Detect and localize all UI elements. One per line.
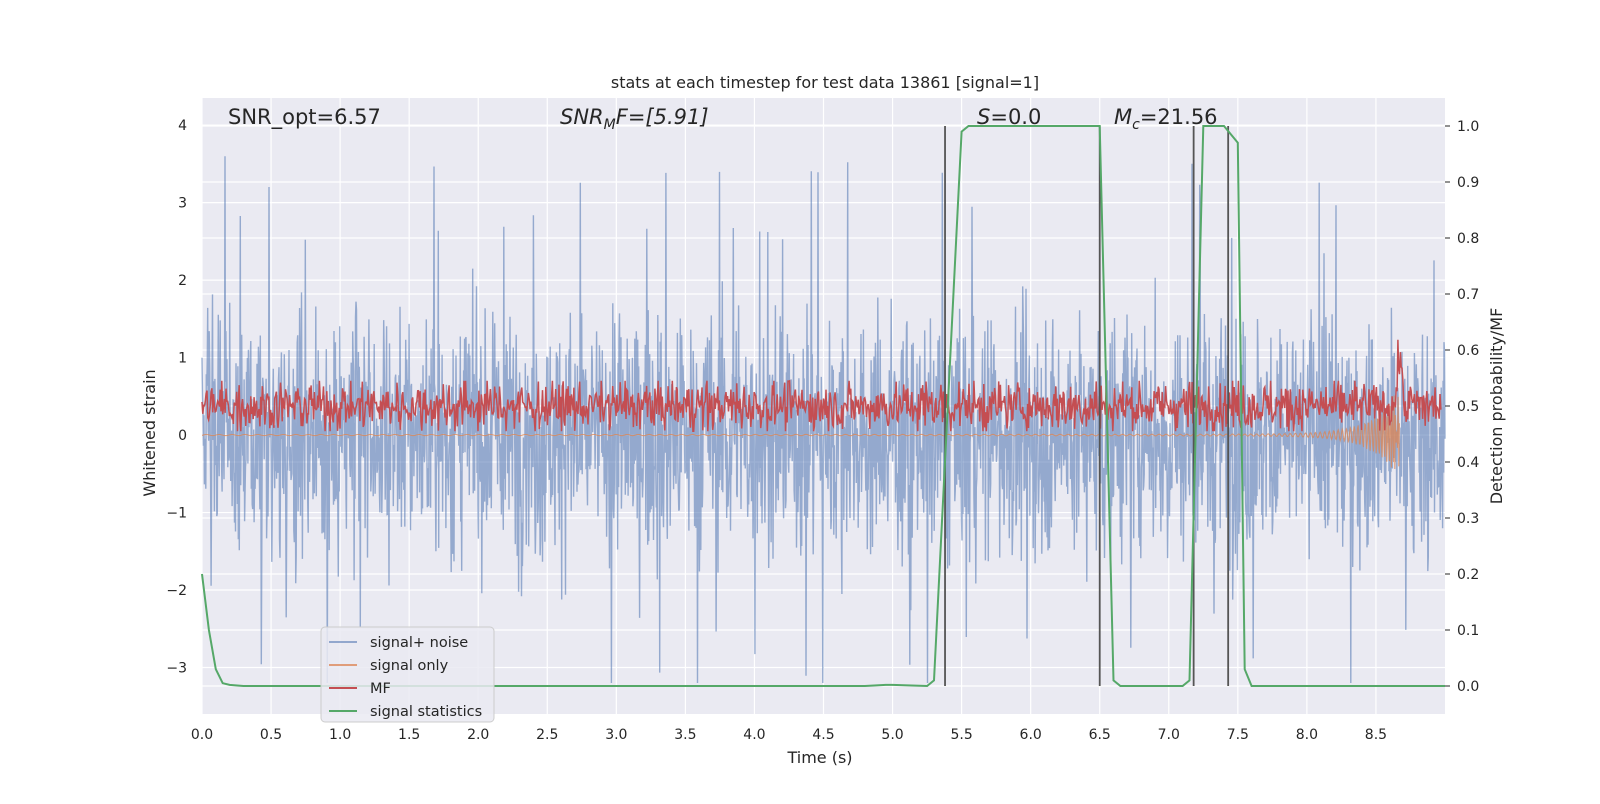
y-tick-label-left: 3 bbox=[178, 196, 187, 212]
x-tick-label: 3.5 bbox=[674, 727, 696, 743]
signal-only-series bbox=[201, 395, 1400, 470]
y-tick-label-right: 1.0 bbox=[1457, 119, 1479, 135]
y-tick-label-right: 0.2 bbox=[1457, 567, 1479, 583]
annotation-mc-sub: c bbox=[1132, 117, 1140, 133]
x-tick-label: 7.5 bbox=[1227, 727, 1249, 743]
y-tick-label-left: 2 bbox=[178, 273, 187, 289]
annotation-snr-mf-sub: M bbox=[604, 117, 616, 133]
annotation-snr-mf: SNRMF=[5.91] bbox=[560, 105, 709, 133]
x-tick-label: 0.0 bbox=[191, 727, 213, 743]
y-tick-label-left: 1 bbox=[178, 351, 187, 367]
y-tick-label-right: 0.7 bbox=[1457, 287, 1479, 303]
y-tick-label-left: 4 bbox=[178, 118, 187, 134]
x-tick-label: 8.0 bbox=[1296, 727, 1318, 743]
x-tick-label: 2.5 bbox=[536, 727, 558, 743]
y-axis-label-left: Whitened strain bbox=[140, 369, 159, 496]
y-tick-label-left: −3 bbox=[166, 661, 187, 677]
annotation-snr-mf-rest: F=[5.91] bbox=[616, 105, 709, 129]
y-axis-label-right: Detection probability/MF bbox=[1487, 308, 1506, 505]
vertical-markers bbox=[944, 126, 1230, 686]
legend: signal+ noise signal only MF signal statist… bbox=[320, 626, 495, 723]
signal-noise-line bbox=[201, 156, 1446, 684]
y-tick-label-left: −2 bbox=[166, 583, 187, 599]
chart-title: stats at each timestep for test data 138… bbox=[611, 73, 1039, 92]
annotation-s: S=0.0 bbox=[977, 105, 1041, 129]
x-tick-label: 6.5 bbox=[1089, 727, 1111, 743]
annotation-s-rest: =0.0 bbox=[990, 105, 1041, 129]
x-tick-label: 2.0 bbox=[467, 727, 489, 743]
y-tick-label-right: 0.3 bbox=[1457, 511, 1479, 527]
annotation-mc: Mc=21.56 bbox=[1114, 105, 1218, 133]
signal-statistics-line bbox=[201, 125, 1445, 688]
y-tick-label-right: 0.0 bbox=[1457, 679, 1479, 695]
x-tick-label: 3.0 bbox=[605, 727, 627, 743]
annotation-s-main: S bbox=[977, 105, 990, 129]
x-tick-label: 4.5 bbox=[812, 727, 834, 743]
x-axis-label: Time (s) bbox=[786, 748, 852, 767]
annotation-mc-main: M bbox=[1114, 105, 1132, 129]
legend-label: signal statistics bbox=[370, 704, 482, 720]
x-tick-label: 0.5 bbox=[260, 727, 282, 743]
x-tick-label: 8.5 bbox=[1365, 727, 1387, 743]
y-tick-label-right: 0.5 bbox=[1457, 399, 1479, 415]
y-tick-label-left: −1 bbox=[166, 506, 187, 522]
x-tick-label: 7.0 bbox=[1158, 727, 1180, 743]
legend-label: signal only bbox=[370, 658, 449, 674]
annotation-mc-rest: =21.56 bbox=[1140, 105, 1218, 129]
mf-series bbox=[201, 339, 1442, 432]
y-tick-label-left: 0 bbox=[178, 428, 187, 444]
signal-statistics-series bbox=[201, 125, 1445, 688]
y-tick-label-right: 0.1 bbox=[1457, 623, 1479, 639]
y-tick-label-right: 0.6 bbox=[1457, 343, 1479, 359]
legend-box bbox=[320, 626, 495, 723]
y-tick-label-right: 0.8 bbox=[1457, 231, 1479, 247]
x-tick-label: 5.5 bbox=[950, 727, 972, 743]
y-tick-label-right: 0.4 bbox=[1457, 455, 1479, 471]
ticks: 0.0 0.5 1.0 1.5 2.0 2.5 3.0 3.5 4.0 4.5 5.0 5.5 6.0 6… bbox=[166, 118, 1479, 743]
signal-only-line bbox=[201, 395, 1400, 470]
x-tick-label: 5.0 bbox=[881, 727, 903, 743]
x-tick-label: 1.5 bbox=[398, 727, 420, 743]
annotation-snr-opt: SNR_opt=6.57 bbox=[228, 105, 381, 130]
mf-line bbox=[201, 339, 1442, 432]
x-tick-label: 4.0 bbox=[743, 727, 765, 743]
signal-noise-series bbox=[201, 156, 1446, 684]
x-tick-label: 6.0 bbox=[1020, 727, 1042, 743]
legend-label: MF bbox=[370, 681, 391, 697]
y-tick-label-right: 0.9 bbox=[1457, 175, 1479, 191]
legend-label: signal+ noise bbox=[370, 635, 468, 651]
x-tick-label: 1.0 bbox=[329, 727, 351, 743]
annotation-snr-mf-main: SNR bbox=[560, 105, 604, 129]
